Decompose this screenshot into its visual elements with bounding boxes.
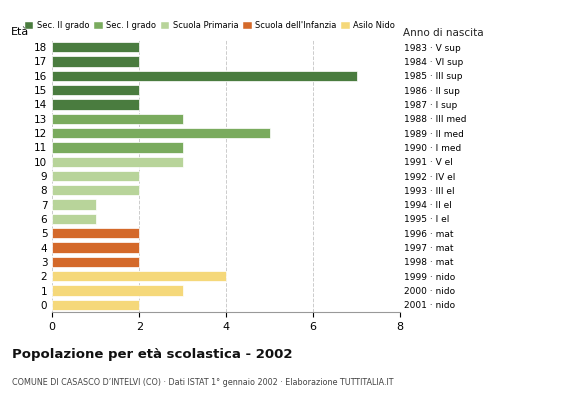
- Bar: [52, 71, 357, 81]
- Bar: [52, 42, 139, 52]
- Text: Età: Età: [10, 27, 28, 37]
- Text: Popolazione per età scolastica - 2002: Popolazione per età scolastica - 2002: [12, 348, 292, 361]
- Bar: [52, 142, 183, 152]
- Bar: [52, 200, 96, 210]
- Legend: Sec. II grado, Sec. I grado, Scuola Primaria, Scuola dell'Infanzia, Asilo Nido: Sec. II grado, Sec. I grado, Scuola Prim…: [25, 21, 395, 30]
- Bar: [52, 56, 139, 67]
- Bar: [52, 99, 139, 110]
- Text: COMUNE DI CASASCO D’INTELVI (CO) · Dati ISTAT 1° gennaio 2002 · Elaborazione TUT: COMUNE DI CASASCO D’INTELVI (CO) · Dati …: [12, 378, 393, 387]
- Bar: [52, 271, 226, 281]
- Bar: [52, 171, 139, 181]
- Bar: [52, 185, 139, 196]
- Bar: [52, 85, 139, 95]
- Bar: [52, 242, 139, 253]
- Bar: [52, 128, 270, 138]
- Bar: [52, 228, 139, 238]
- Bar: [52, 156, 183, 167]
- Bar: [52, 285, 183, 296]
- Bar: [52, 114, 183, 124]
- Bar: [52, 214, 96, 224]
- Bar: [52, 257, 139, 267]
- Text: Anno di nascita: Anno di nascita: [403, 28, 484, 38]
- Bar: [52, 300, 139, 310]
